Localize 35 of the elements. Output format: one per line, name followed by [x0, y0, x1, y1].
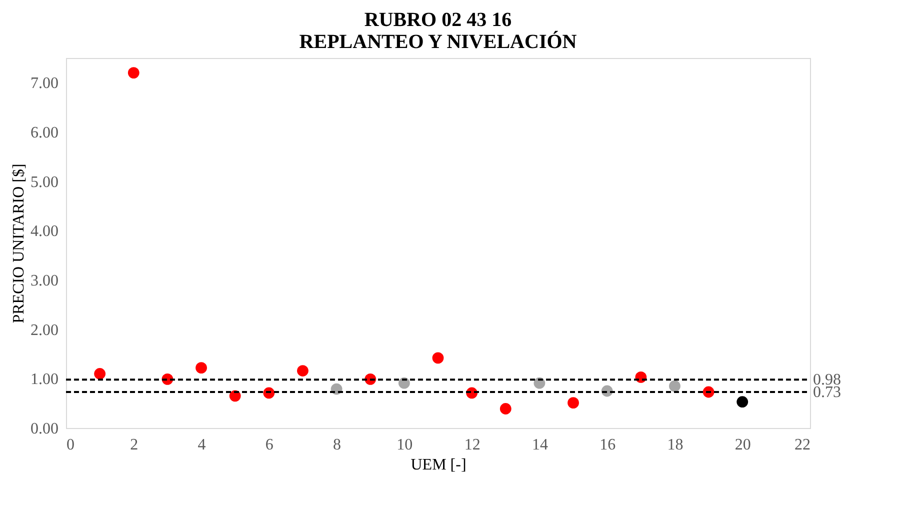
y-axis-title: PRECIO UNITARIO [$] — [10, 164, 28, 324]
point — [196, 362, 207, 374]
x-tick-label: 14 — [532, 436, 548, 454]
point — [669, 380, 680, 392]
point — [297, 365, 308, 376]
point — [500, 403, 512, 414]
chart-title: RUBRO 02 43 16 REPLANTEO Y NIVELACIÓN — [299, 9, 578, 53]
x-tick-label: 6 — [265, 436, 274, 454]
x-tick-label: 10 — [396, 436, 413, 454]
point — [229, 390, 241, 402]
x-tick-label: 12 — [464, 436, 480, 454]
point — [398, 377, 410, 389]
point — [736, 396, 748, 408]
point — [128, 67, 140, 78]
x-tick-label: 0 — [66, 436, 74, 454]
point — [568, 397, 579, 409]
y-tick-label: 3.00 — [30, 272, 58, 290]
y-tick-label: 0.00 — [30, 420, 58, 438]
point — [94, 368, 106, 380]
x-tick-label: 2 — [130, 436, 138, 454]
x-tick-label: 4 — [198, 436, 206, 454]
y-tick-label: 6.00 — [30, 124, 58, 142]
y-tick-label: 1.00 — [30, 371, 58, 388]
y-tick-label: 2.00 — [30, 322, 58, 339]
point — [432, 352, 444, 364]
x-tick-label: 18 — [667, 436, 684, 454]
x-tick-label: 8 — [333, 436, 342, 454]
y-tick-label: 5.00 — [30, 174, 58, 191]
x-axis-title: UEM [-] — [410, 456, 466, 474]
ref-line-label: 0.73 — [813, 384, 841, 401]
x-tick-label: 22 — [794, 436, 810, 454]
x-tick-label: 16 — [600, 436, 616, 454]
y-tick-label: 4.00 — [30, 223, 58, 240]
y-tick-label: 7.00 — [30, 75, 58, 92]
x-tick-label: 20 — [734, 436, 751, 454]
